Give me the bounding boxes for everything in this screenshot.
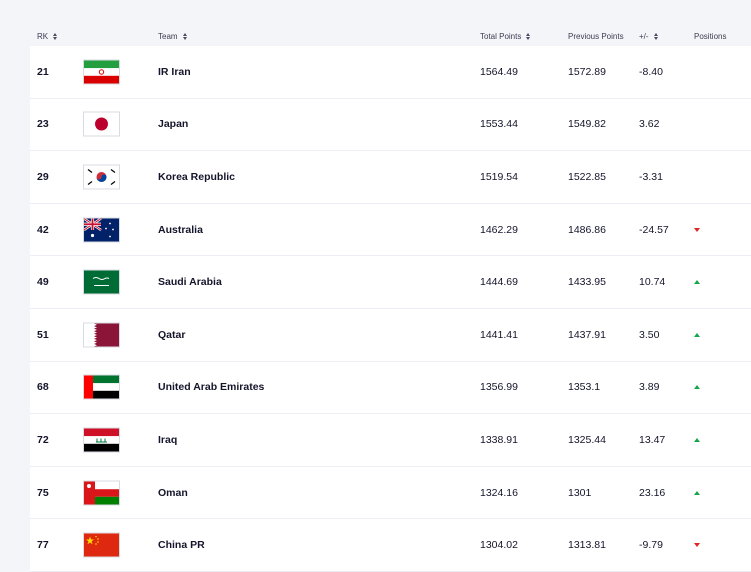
points-diff-cell: 13.47 <box>639 433 666 446</box>
positions-header-label: Positions <box>694 32 727 41</box>
total-points-cell: 1564.49 <box>480 65 518 78</box>
previous-points-header-label: Previous Points <box>568 32 624 41</box>
korea-flag-icon <box>83 164 120 190</box>
team-header-label: Team <box>158 32 178 41</box>
table-row[interactable]: 75 Oman 1324.16 1301 23.16 <box>30 466 751 520</box>
table-row[interactable]: 51 Qatar 1441.41 1437.91 3.50 <box>30 308 751 362</box>
rank-cell: 68 <box>37 381 49 394</box>
position-down-icon <box>694 227 700 232</box>
rank-cell: 29 <box>37 170 49 183</box>
iraq-flag-icon <box>83 427 120 453</box>
position-up-icon <box>694 332 700 337</box>
team-name[interactable]: Japan <box>158 118 189 131</box>
rankings-table: RK Team Total Points Previous Points +/-… <box>30 28 751 572</box>
team-name[interactable]: Iraq <box>158 433 178 446</box>
total-points-cell: 1324.16 <box>480 486 518 499</box>
rank-cell: 75 <box>37 486 49 499</box>
table-row[interactable]: 49 Saudi Arabia 1444.69 1433.95 10.74 <box>30 256 751 309</box>
team-name[interactable]: United Arab Emirates <box>158 381 265 394</box>
position-up-icon <box>694 280 700 285</box>
team-name[interactable]: IR Iran <box>158 65 191 78</box>
diff-column-header[interactable]: +/- <box>639 32 658 41</box>
points-diff-cell: 23.16 <box>639 486 666 499</box>
previous-points-cell: 1522.85 <box>568 170 606 183</box>
sort-icon[interactable] <box>653 33 658 40</box>
points-diff-cell: 3.89 <box>639 381 660 394</box>
table-row[interactable]: 21 IR Iran 1564.49 1572.89 -8.40 <box>30 46 751 99</box>
table-row[interactable]: 68 United Arab Emirates 1356.99 1353.1 3… <box>30 361 751 415</box>
china-flag-icon <box>83 532 120 558</box>
australia-flag-icon <box>83 217 120 243</box>
points-diff-cell: 10.74 <box>639 276 666 289</box>
table-row[interactable]: 72 Iraq 1338.91 1325.44 13.47 <box>30 414 751 467</box>
points-diff-cell: 3.50 <box>639 328 660 341</box>
total-points-cell: 1519.54 <box>480 170 518 183</box>
rank-cell: 42 <box>37 223 49 236</box>
rk-header-label: RK <box>37 32 49 41</box>
points-diff-cell: 3.62 <box>639 118 660 131</box>
previous-points-cell: 1437.91 <box>568 328 606 341</box>
japan-flag-icon <box>83 111 120 137</box>
oman-flag-icon <box>83 480 120 506</box>
points-diff-cell: -3.31 <box>639 170 663 183</box>
team-name[interactable]: China PR <box>158 539 205 552</box>
rank-cell: 72 <box>37 433 49 446</box>
positions-column-header: Positions <box>694 32 726 41</box>
table-header: RK Team Total Points Previous Points +/-… <box>30 28 751 46</box>
previous-points-cell: 1433.95 <box>568 276 606 289</box>
position-down-icon <box>694 543 700 548</box>
table-row[interactable]: 29 Korea Republic 1519.54 1522.85 -3.31 <box>30 151 751 204</box>
sort-icon[interactable] <box>53 33 58 40</box>
rank-cell: 21 <box>37 65 49 78</box>
table-row[interactable]: 42 Australia 1462.29 1486.86 -24.57 <box>30 203 751 257</box>
previous-points-cell: 1486.86 <box>568 223 606 236</box>
table-row[interactable]: 77 China PR 1304.02 1313.81 -9.79 <box>30 519 751 572</box>
total-points-cell: 1553.44 <box>480 118 518 131</box>
previous-points-column-header: Previous Points <box>568 32 624 41</box>
position-up-icon <box>694 385 700 390</box>
total-points-header-label: Total Points <box>480 32 522 41</box>
total-points-cell: 1304.02 <box>480 539 518 552</box>
team-name[interactable]: Korea Republic <box>158 170 236 183</box>
total-points-column-header[interactable]: Total Points <box>480 32 531 41</box>
rank-cell: 49 <box>37 276 49 289</box>
rank-cell: 23 <box>37 118 49 131</box>
rank-cell: 77 <box>37 539 49 552</box>
team-name[interactable]: Oman <box>158 486 188 499</box>
total-points-cell: 1462.29 <box>480 223 518 236</box>
previous-points-cell: 1353.1 <box>568 381 601 394</box>
total-points-cell: 1338.91 <box>480 433 518 446</box>
total-points-cell: 1444.69 <box>480 276 518 289</box>
points-diff-cell: -9.79 <box>639 539 663 552</box>
qatar-flag-icon <box>83 322 120 348</box>
rank-cell: 51 <box>37 328 49 341</box>
previous-points-cell: 1325.44 <box>568 433 606 446</box>
rk-column-header[interactable]: RK <box>37 32 58 41</box>
sort-icon[interactable] <box>182 33 187 40</box>
points-diff-cell: -8.40 <box>639 65 663 78</box>
team-name[interactable]: Saudi Arabia <box>158 276 222 289</box>
previous-points-cell: 1301 <box>568 486 592 499</box>
previous-points-cell: 1549.82 <box>568 118 606 131</box>
points-diff-cell: -24.57 <box>639 223 669 236</box>
total-points-cell: 1441.41 <box>480 328 518 341</box>
diff-header-label: +/- <box>639 32 649 41</box>
total-points-cell: 1356.99 <box>480 381 518 394</box>
sort-icon[interactable] <box>526 33 531 40</box>
position-up-icon <box>694 437 700 442</box>
team-column-header[interactable]: Team <box>158 32 187 41</box>
table-row[interactable]: 23 Japan 1553.44 1549.82 3.62 <box>30 98 751 152</box>
previous-points-cell: 1572.89 <box>568 65 606 78</box>
saudi-flag-icon <box>83 269 120 295</box>
previous-points-cell: 1313.81 <box>568 539 606 552</box>
position-up-icon <box>694 490 700 495</box>
team-name[interactable]: Qatar <box>158 328 186 341</box>
team-name[interactable]: Australia <box>158 223 203 236</box>
iran-flag-icon <box>83 59 120 85</box>
uae-flag-icon <box>83 374 120 400</box>
